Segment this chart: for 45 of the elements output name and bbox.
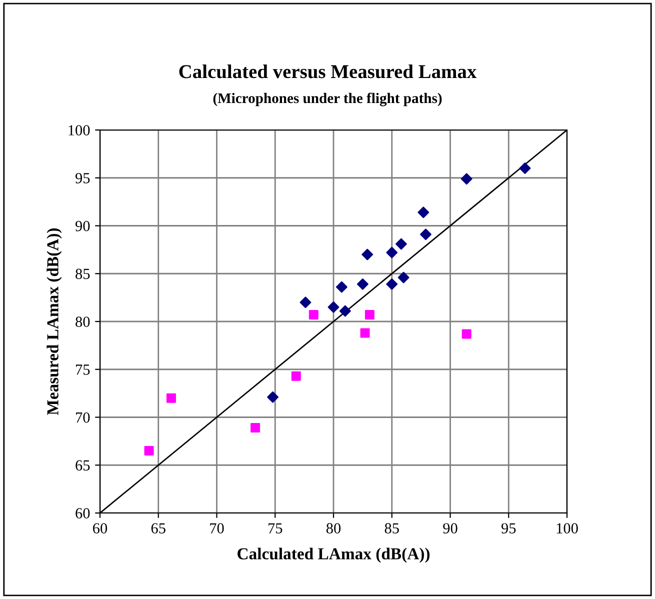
y-tick-label: 60 bbox=[76, 508, 90, 518]
point bbox=[360, 328, 370, 338]
point bbox=[519, 162, 531, 174]
x-tick-label: 70 bbox=[210, 523, 224, 534]
point bbox=[362, 248, 374, 260]
point bbox=[291, 371, 301, 381]
y-tick-label: 90 bbox=[75, 220, 90, 232]
y-tick-label: 75 bbox=[76, 364, 90, 375]
y-tick-label: 95 bbox=[75, 173, 90, 184]
x-tick-label: 90 bbox=[443, 523, 458, 534]
point bbox=[386, 278, 398, 290]
y-tick-label: 85 bbox=[76, 268, 90, 280]
point bbox=[396, 238, 407, 250]
x-tick-label: 100 bbox=[556, 523, 578, 534]
point bbox=[420, 228, 432, 240]
point bbox=[300, 296, 312, 308]
point bbox=[166, 393, 176, 403]
y-tick-label: 65 bbox=[76, 460, 90, 471]
point bbox=[339, 305, 351, 317]
point bbox=[144, 446, 154, 456]
point bbox=[460, 173, 472, 185]
point bbox=[356, 278, 368, 290]
y-tick-label: 100 bbox=[68, 125, 90, 136]
point bbox=[328, 301, 340, 313]
point bbox=[386, 246, 398, 258]
point bbox=[250, 423, 260, 433]
chart-title: Calculated versus Measured Lamax bbox=[179, 64, 477, 78]
point bbox=[418, 206, 430, 218]
x-axis-title: Calculated LAmax (dB(A)) bbox=[238, 548, 430, 563]
x-tick-label: 75 bbox=[268, 523, 282, 534]
point bbox=[336, 281, 348, 293]
point bbox=[267, 391, 278, 403]
point bbox=[398, 272, 410, 284]
x-tick-label: 65 bbox=[151, 523, 166, 534]
point bbox=[308, 310, 318, 320]
y-axis-title: Measured LAmax (dB(A)) bbox=[46, 228, 62, 416]
chart-subtitle: (Microphones under the flight paths) bbox=[213, 92, 442, 106]
x-tick-label: 85 bbox=[384, 523, 399, 534]
x-tick-label: 95 bbox=[501, 523, 516, 534]
x-tick-label: 60 bbox=[93, 523, 108, 534]
point bbox=[364, 310, 374, 320]
y-tick-label: 80 bbox=[76, 316, 90, 327]
x-tick-label: 80 bbox=[326, 523, 341, 534]
point bbox=[462, 329, 472, 339]
y-tick-label: 70 bbox=[76, 412, 90, 423]
